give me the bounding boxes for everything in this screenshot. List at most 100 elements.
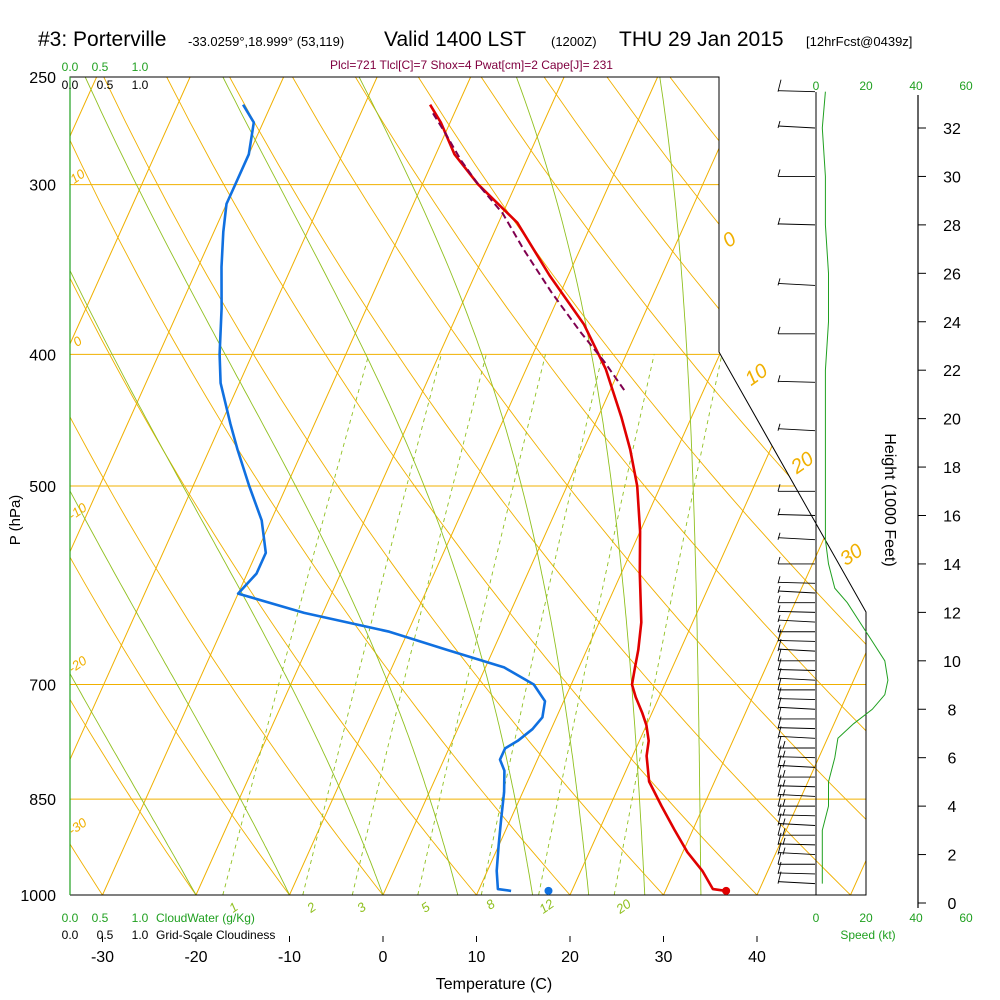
isotherm-line	[756, 77, 866, 895]
height-tick-label: 14	[943, 557, 961, 574]
dry-adiabat-label: -10	[65, 499, 90, 523]
wind-barb	[777, 576, 816, 584]
dry-adiabat-line	[292, 77, 866, 895]
mixing-ratio-label: 3	[354, 899, 369, 916]
speed-tick-bottom: 40	[909, 911, 923, 925]
wind-barb	[777, 668, 816, 681]
height-tick-label: 6	[948, 751, 957, 768]
isotherm-line	[70, 77, 285, 895]
dry-adiabat-label: -20	[65, 652, 90, 676]
pressure-tick-label: 700	[29, 678, 56, 695]
temperature-line	[428, 104, 727, 893]
wind-barb	[777, 614, 816, 623]
dry-adiabat-line	[70, 77, 407, 895]
speed-tick-bottom: 0	[813, 911, 820, 925]
dry-adiabat-line	[543, 77, 866, 895]
wind-barb	[777, 861, 816, 875]
wind-barb	[777, 794, 815, 807]
speed-tick-top: 60	[959, 79, 973, 93]
isotherm-line	[70, 77, 191, 895]
pressure-tick-label: 500	[29, 479, 56, 496]
wind-barb	[777, 687, 816, 701]
dry-adiabat-label: 10	[741, 360, 772, 391]
moist-adiabat-line	[659, 77, 702, 895]
wind-barb	[777, 764, 815, 778]
dry-adiabat-line	[480, 77, 866, 895]
cloud-water-tick-top: 0.5	[92, 60, 109, 74]
wind-barb	[777, 79, 816, 93]
mixing-ratio-line	[480, 354, 604, 895]
isotherm-line	[0, 77, 3, 895]
cloudiness-tick-top: 0.5	[97, 78, 114, 92]
dry-adiabat-line	[417, 77, 866, 895]
chart-header: #3: Porterville -33.0259°,18.999° (53,11…	[0, 28, 1000, 56]
dry-adiabat-line	[984, 77, 1000, 924]
wind-barb	[777, 871, 816, 885]
cloudiness-tick-bottom: 0.0	[62, 928, 79, 942]
dry-adiabat-line	[103, 77, 691, 895]
dry-adiabat-label: 0	[719, 228, 741, 252]
height-tick-label: 24	[943, 315, 961, 332]
wind-barb	[777, 735, 815, 749]
temperature-tick-label: -10	[278, 949, 301, 966]
height-tick-label: 20	[943, 412, 961, 429]
station-title: #3: Porterville	[38, 28, 167, 51]
dry-adiabat-label: 0	[70, 333, 85, 350]
dry-adiabat-line	[166, 77, 786, 895]
cloudiness-tick-top: 0.0	[62, 78, 79, 92]
wind-barb	[777, 375, 816, 383]
height-tick-label: 18	[943, 460, 961, 477]
pressure-tick-label: 250	[29, 70, 56, 87]
wind-barb	[777, 169, 815, 177]
pressure-tick-label: 300	[29, 178, 56, 195]
surface-dewpoint-point	[544, 886, 553, 895]
wind-barb	[777, 823, 815, 836]
wind-barb	[777, 423, 816, 432]
speed-tick-top: 20	[859, 79, 873, 93]
cloudiness-label: Grid-Scale Cloudiness	[156, 928, 275, 942]
cloud-water-tick-bottom: 0.0	[62, 911, 79, 925]
valid-time: Valid 1400 LST	[384, 28, 527, 51]
dry-adiabat-line	[70, 77, 502, 895]
wind-barb	[777, 120, 816, 129]
wind-barb	[777, 278, 816, 286]
wind-barb	[777, 813, 816, 826]
wind-barb	[777, 658, 816, 671]
pressure-tick-label: 1000	[20, 888, 56, 905]
mixing-ratio-line	[351, 354, 487, 895]
mixing-ratio-label: 2	[303, 899, 319, 916]
speed-tick-bottom: 60	[959, 911, 973, 925]
isotherm-line	[850, 77, 866, 895]
dry-adiabat-line	[922, 77, 1000, 924]
wind-barb	[777, 648, 815, 662]
utc-time: (1200Z)	[551, 34, 597, 49]
mixing-ratio-label: 20	[612, 896, 634, 918]
wind-barb	[777, 629, 816, 642]
wind-barb	[777, 508, 816, 516]
wind-barb	[777, 556, 815, 565]
wind-barb	[777, 784, 816, 797]
wind-barb	[777, 532, 816, 541]
cloud-water-label: CloudWater (g/Kg)	[156, 911, 255, 925]
mixing-ratio-label: 12	[536, 896, 557, 917]
cloud-water-tick-top: 1.0	[132, 60, 149, 74]
wind-barb	[777, 624, 815, 633]
temperature-tick-label: 30	[655, 949, 673, 966]
moist-adiabat-line	[70, 77, 197, 895]
dry-adiabat-line	[70, 77, 596, 895]
height-tick-label: 8	[948, 702, 957, 719]
stats-line: Plcl=721 Tlcl[C]=7 Shox=4 Pwat[cm]=2 Cap…	[330, 58, 613, 72]
height-tick-label: 12	[943, 605, 961, 622]
height-tick-label: 26	[943, 266, 961, 283]
height-tick-label: 4	[948, 799, 957, 816]
height-tick-label: 10	[943, 654, 961, 671]
isotherm-line	[102, 77, 472, 895]
wind-barb	[777, 585, 816, 594]
wind-barb	[777, 842, 816, 856]
dry-adiabat-label: 30	[836, 540, 867, 571]
dry-adiabat-line	[229, 77, 866, 895]
isotherm-line	[944, 77, 1000, 895]
height-tick-label: 16	[943, 509, 961, 526]
wind-barb	[777, 484, 815, 492]
